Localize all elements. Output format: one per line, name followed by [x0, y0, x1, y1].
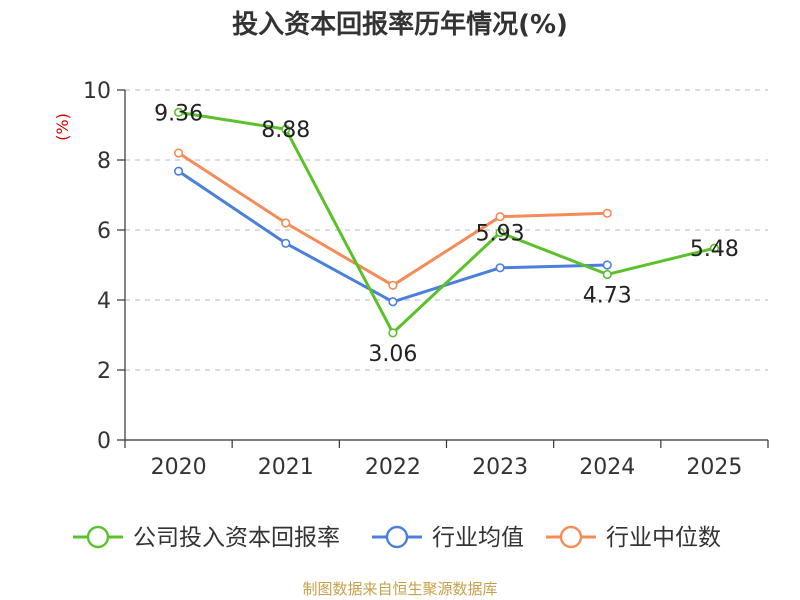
grid-lines: [125, 89, 768, 371]
y-tick-label: 6: [97, 219, 111, 244]
series-group: [173, 107, 720, 338]
data-point: [495, 227, 505, 238]
x-tick-label: 2023: [472, 455, 528, 480]
data-label: 5.93: [476, 221, 525, 246]
data-labels-group: 9.36 8.88 3.06 5.93 4.73 5.48: [154, 101, 739, 367]
x-tick-label: 2025: [686, 455, 742, 480]
data-label: 4.73: [583, 283, 632, 308]
data-label: 3.06: [368, 342, 417, 367]
source-footer: 制图数据来自恒生聚源数据库: [302, 580, 498, 598]
legend-swatch-marker: [559, 525, 583, 549]
legend-item-label: 公司投入资本回报率: [133, 525, 340, 551]
y-tick-label: 10: [83, 79, 111, 104]
data-point: [281, 238, 291, 248]
y-tick-label: 4: [97, 289, 111, 314]
y-tick-label: 2: [97, 359, 111, 384]
chart-title: 投入资本回报率历年情况(%): [232, 10, 568, 40]
data-point: [173, 166, 184, 176]
series-line: [178, 110, 715, 335]
x-tick-label: 2022: [365, 455, 421, 480]
x-tick-label: 2020: [151, 455, 207, 480]
data-point: [281, 124, 291, 134]
axes: 0 2 4 6 8 10 2020 2021 2022 2023 2024 2025: [83, 79, 769, 480]
data-point: [388, 297, 398, 307]
legend-swatch-marker: [385, 525, 409, 549]
data-label: 9.36: [154, 101, 203, 126]
data-point: [388, 328, 398, 338]
data-point: [388, 280, 398, 290]
data-point: [602, 208, 612, 218]
data-point: [602, 269, 612, 280]
data-point: [281, 218, 291, 228]
data-point: [173, 148, 184, 158]
data-point: [495, 212, 505, 222]
y-axis-label: (%): [53, 113, 72, 141]
x-tick-label: 2021: [258, 455, 314, 480]
legend-swatch-marker: [86, 525, 110, 549]
x-tick-label: 2024: [579, 455, 635, 480]
legend-item-label: 行业均值: [432, 525, 524, 551]
data-point: [173, 107, 184, 117]
data-point: [495, 263, 505, 273]
y-tick-label: 0: [97, 429, 111, 454]
data-point: [709, 243, 720, 253]
data-point: [602, 260, 612, 270]
y-tick-label: 8: [97, 149, 111, 174]
legend-item-label: 行业中位数: [606, 525, 721, 551]
data-label: 5.48: [690, 237, 739, 262]
legend: 公司投入资本回报率 行业均值 行业中位数: [73, 525, 721, 551]
data-label: 8.88: [261, 118, 310, 143]
